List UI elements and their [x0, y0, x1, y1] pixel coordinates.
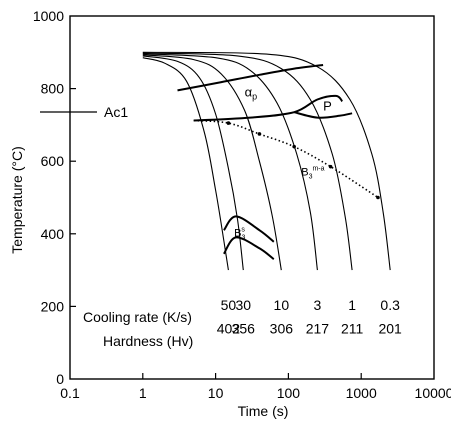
phase-point [226, 121, 231, 125]
y-tick-label: 400 [41, 226, 65, 242]
phase-label: αp [245, 85, 258, 102]
phase-line-0 [177, 64, 324, 92]
cooling-curve-10 [142, 54, 282, 271]
y-tick-label: 0 [56, 371, 64, 387]
cooling-curves [142, 51, 391, 271]
hardness-value: 356 [232, 321, 256, 337]
annotations: 50 402 30 356 10 306 3 217 1 211 0.3 201 αp P B3m-a B3s [217, 85, 402, 337]
phase-line-2 [293, 111, 353, 119]
hardness-value: 201 [378, 321, 402, 337]
cooling-curve-50 [142, 57, 229, 271]
x-tick-label: 10 [208, 385, 224, 401]
phase-point [376, 195, 380, 200]
hardness-label: Hardness (Hv) [103, 333, 193, 349]
phase-line-1 [193, 94, 344, 122]
y-tick-label: 800 [41, 81, 65, 97]
hardness-value: 217 [306, 321, 330, 337]
cooling-rate-value: 50 [221, 297, 237, 313]
cooling-rate-value: 0.3 [380, 297, 400, 313]
hardness-value: 402 [217, 321, 241, 337]
phase-boundaries [177, 64, 380, 260]
x-tick-label: 10000 [415, 385, 451, 401]
phase-point [292, 144, 296, 149]
x-tick-label: 1 [139, 385, 147, 401]
cooling-curve-0.3 [142, 51, 391, 271]
x-tick-label: 100 [277, 385, 301, 401]
cooling-rate-value: 3 [313, 297, 321, 313]
ac1-label: Ac1 [104, 104, 128, 120]
y-tick-label: 200 [41, 298, 65, 314]
plot-area [69, 15, 435, 380]
cooling-rate-value: 30 [235, 297, 251, 313]
cooling-rate-value: 1 [348, 297, 356, 313]
x-tick-label: 1000 [346, 385, 377, 401]
axis-ticks: 0.1 1 10 100 1000 10000 0 200 400 600 800 1000 [33, 8, 451, 401]
cooling-curve-1 [142, 52, 353, 271]
phase-line-3 [193, 119, 379, 199]
x-axis-title: Time (s) [238, 403, 289, 419]
phase-line-4 [223, 215, 275, 243]
y-axis-title: Temperature (°C) [9, 146, 25, 254]
hardness-value: 211 [341, 321, 364, 337]
phase-point [328, 164, 333, 169]
y-tick-label: 600 [41, 153, 65, 169]
hardness-value: 306 [270, 321, 294, 337]
x-tick-label: 0.1 [60, 385, 80, 401]
phase-point [257, 132, 262, 136]
phase-label: B3s [234, 227, 245, 242]
phase-line-5 [223, 236, 275, 260]
phase-label: P [323, 98, 332, 113]
cooling-rate-value: 10 [274, 297, 290, 313]
y-tick-label: 1000 [33, 8, 64, 24]
cooling-rate-label: Cooling rate (K/s) [83, 309, 192, 325]
cooling-curve-3 [142, 53, 318, 271]
phase-label: B3m-a [301, 166, 324, 181]
cooling-curve-30 [142, 55, 244, 271]
